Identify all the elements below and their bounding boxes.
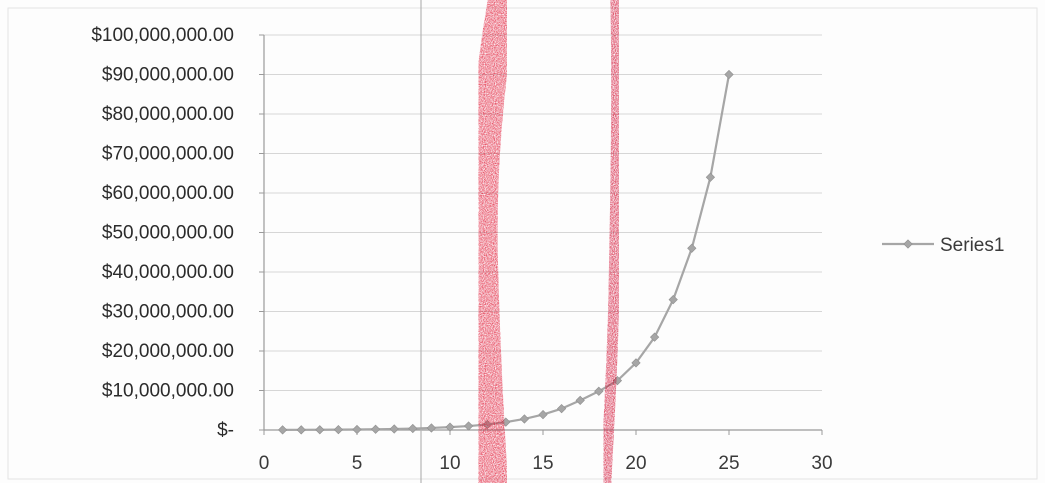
legend: Series1 xyxy=(882,235,1004,256)
gridlines xyxy=(264,34,822,391)
data-point xyxy=(370,424,381,434)
y-tick-label: $60,000,000.00 xyxy=(102,183,234,204)
y-tick-label: $10,000,000.00 xyxy=(102,381,234,402)
data-point xyxy=(333,425,344,435)
red-marker-stroke xyxy=(600,0,623,488)
red-marker-stroke xyxy=(467,0,518,488)
data-point xyxy=(277,425,288,435)
data-point xyxy=(538,409,548,420)
data-point xyxy=(519,414,530,424)
chart-frame xyxy=(7,7,1038,480)
y-tick-label: $70,000,000.00 xyxy=(102,144,234,165)
x-tick-label: 15 xyxy=(532,453,553,474)
y-axis-tick-labels: $- $10,000,000.00 $20,000,000.00 $30,000,00… xyxy=(91,25,234,441)
data-point xyxy=(668,295,678,305)
data-point xyxy=(705,172,716,182)
data-point xyxy=(594,386,604,396)
data-point xyxy=(687,243,697,253)
x-axis-tick-labels: 0 5 10 15 20 25 30 xyxy=(259,453,833,474)
data-point xyxy=(556,404,567,414)
data-point xyxy=(724,69,734,80)
data-point xyxy=(575,395,585,405)
data-point xyxy=(315,425,325,435)
y-tick-label: $50,000,000.00 xyxy=(102,223,234,244)
y-tick-label: $80,000,000.00 xyxy=(102,104,234,125)
data-point xyxy=(649,332,660,342)
axes xyxy=(259,0,823,483)
x-tick-label: 10 xyxy=(439,453,460,474)
data-point xyxy=(296,425,306,435)
series-layer xyxy=(277,69,734,435)
data-point xyxy=(631,358,641,368)
data-point xyxy=(426,423,437,433)
x-tick-label: 20 xyxy=(625,453,646,474)
x-tick-label: 0 xyxy=(259,453,270,474)
legend-marker xyxy=(903,239,913,249)
x-tick-label: 25 xyxy=(718,453,739,474)
series-line xyxy=(282,74,731,431)
x-tick-label: 5 xyxy=(352,453,363,474)
y-tick-label: $- xyxy=(217,420,234,441)
y-tick-label: $30,000,000.00 xyxy=(102,302,234,323)
data-point xyxy=(445,422,455,432)
y-tick-label: $100,000,000.00 xyxy=(91,25,234,46)
x-tick-label: 30 xyxy=(811,453,832,474)
y-tick-label: $90,000,000.00 xyxy=(102,65,234,86)
y-tick-label: $40,000,000.00 xyxy=(102,262,234,283)
data-point xyxy=(408,423,418,434)
data-point xyxy=(463,421,474,431)
annotation-layer xyxy=(467,0,623,488)
y-tick-label: $20,000,000.00 xyxy=(102,341,234,362)
data-point xyxy=(352,424,362,435)
legend-label: Series1 xyxy=(940,235,1004,256)
data-point xyxy=(389,424,399,434)
